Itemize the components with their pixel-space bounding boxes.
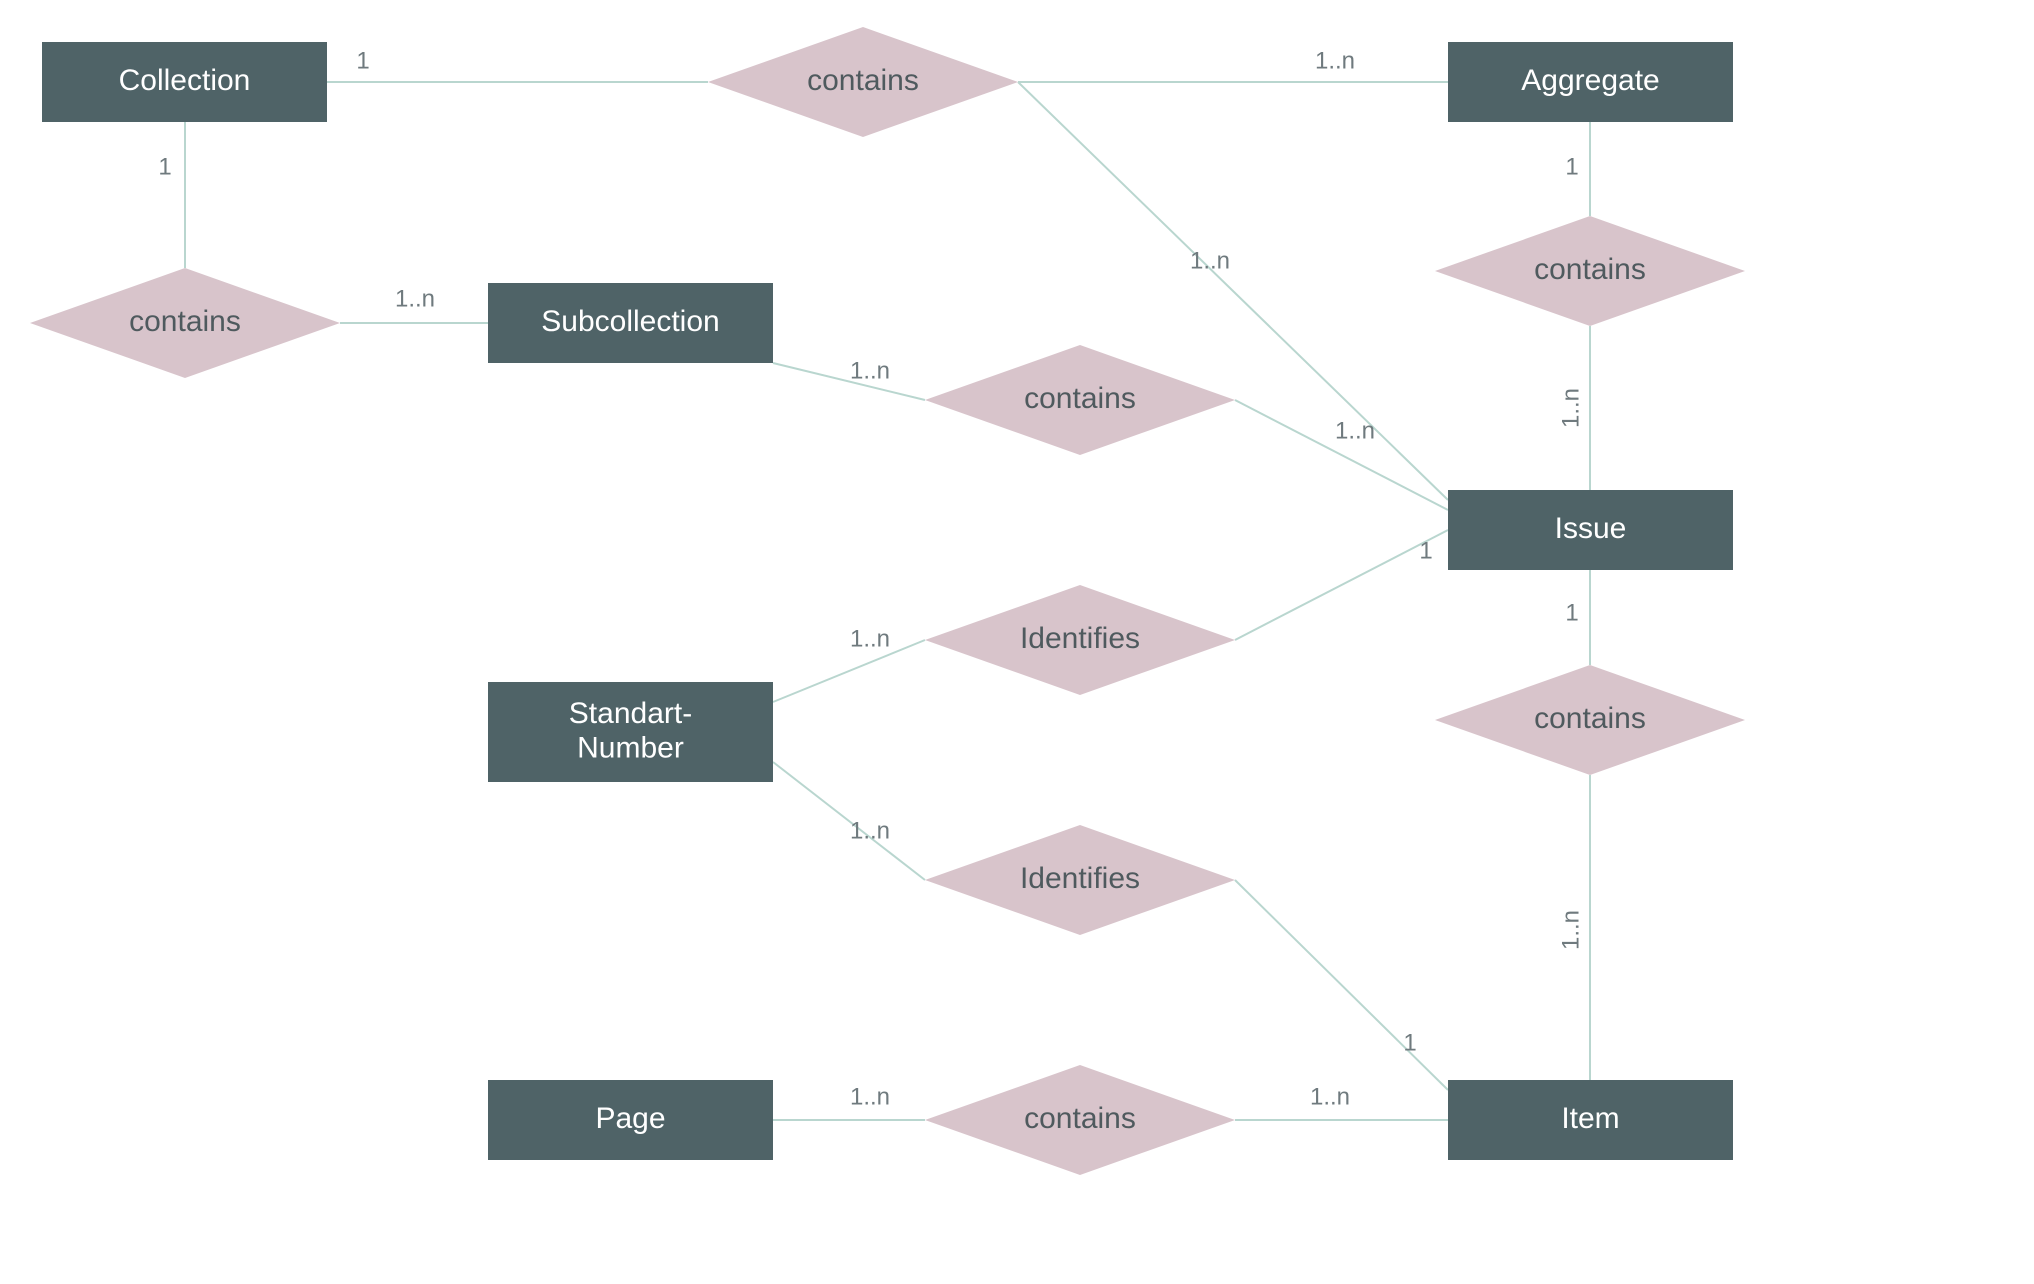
relationship-label: Identifies — [1020, 862, 1140, 895]
cardinality-label: 1..n — [1557, 910, 1584, 950]
cardinality-label: 1..n — [1557, 388, 1584, 428]
cardinality-label: 1..n — [1310, 1083, 1350, 1110]
entity-label: Page — [595, 1102, 665, 1135]
cardinality-label: 1..n — [850, 1083, 890, 1110]
relationship-label: contains — [1024, 382, 1136, 415]
entity-label: Subcollection — [541, 305, 719, 338]
cardinality-label: 1 — [1565, 599, 1578, 626]
entity-label: Issue — [1555, 512, 1627, 545]
entity-label: Aggregate — [1521, 64, 1659, 97]
entity-label: Item — [1561, 1102, 1619, 1135]
cardinality-label: 1 — [1565, 153, 1578, 180]
labels-layer: 1 1..n 1..n 1 1..n 1 1..n 1..n 1..n 1..n 1 1 1..n 1..… — [158, 47, 1584, 1110]
edge — [1235, 530, 1448, 640]
relationship-label: contains — [1024, 1102, 1136, 1135]
cardinality-label: 1..n — [395, 285, 435, 312]
cardinality-label: 1..n — [850, 357, 890, 384]
relationship-label: contains — [129, 305, 241, 338]
relationship-label: contains — [1534, 253, 1646, 286]
edge — [1235, 880, 1448, 1090]
cardinality-label: 1..n — [1315, 47, 1355, 74]
cardinality-label: 1..n — [1190, 247, 1230, 274]
cardinality-label: 1..n — [850, 625, 890, 652]
cardinality-label: 1 — [1419, 537, 1432, 564]
cardinality-label: 1..n — [850, 817, 890, 844]
cardinality-label: 1 — [158, 153, 171, 180]
relationship-label: Identifies — [1020, 622, 1140, 655]
shapes-layer: contains contains contains contains Identifi… — [30, 27, 1745, 1175]
relationship-label: contains — [1534, 702, 1646, 735]
cardinality-label: 1 — [1403, 1029, 1416, 1056]
entity-label: Collection — [119, 64, 251, 97]
cardinality-label: 1 — [356, 47, 369, 74]
edges-layer — [185, 82, 1590, 1120]
cardinality-label: 1..n — [1335, 417, 1375, 444]
er-diagram: contains contains contains contains Identifi… — [0, 0, 2034, 1284]
relationship-label: contains — [807, 64, 919, 97]
entity-label: Standart-Number — [569, 697, 692, 765]
